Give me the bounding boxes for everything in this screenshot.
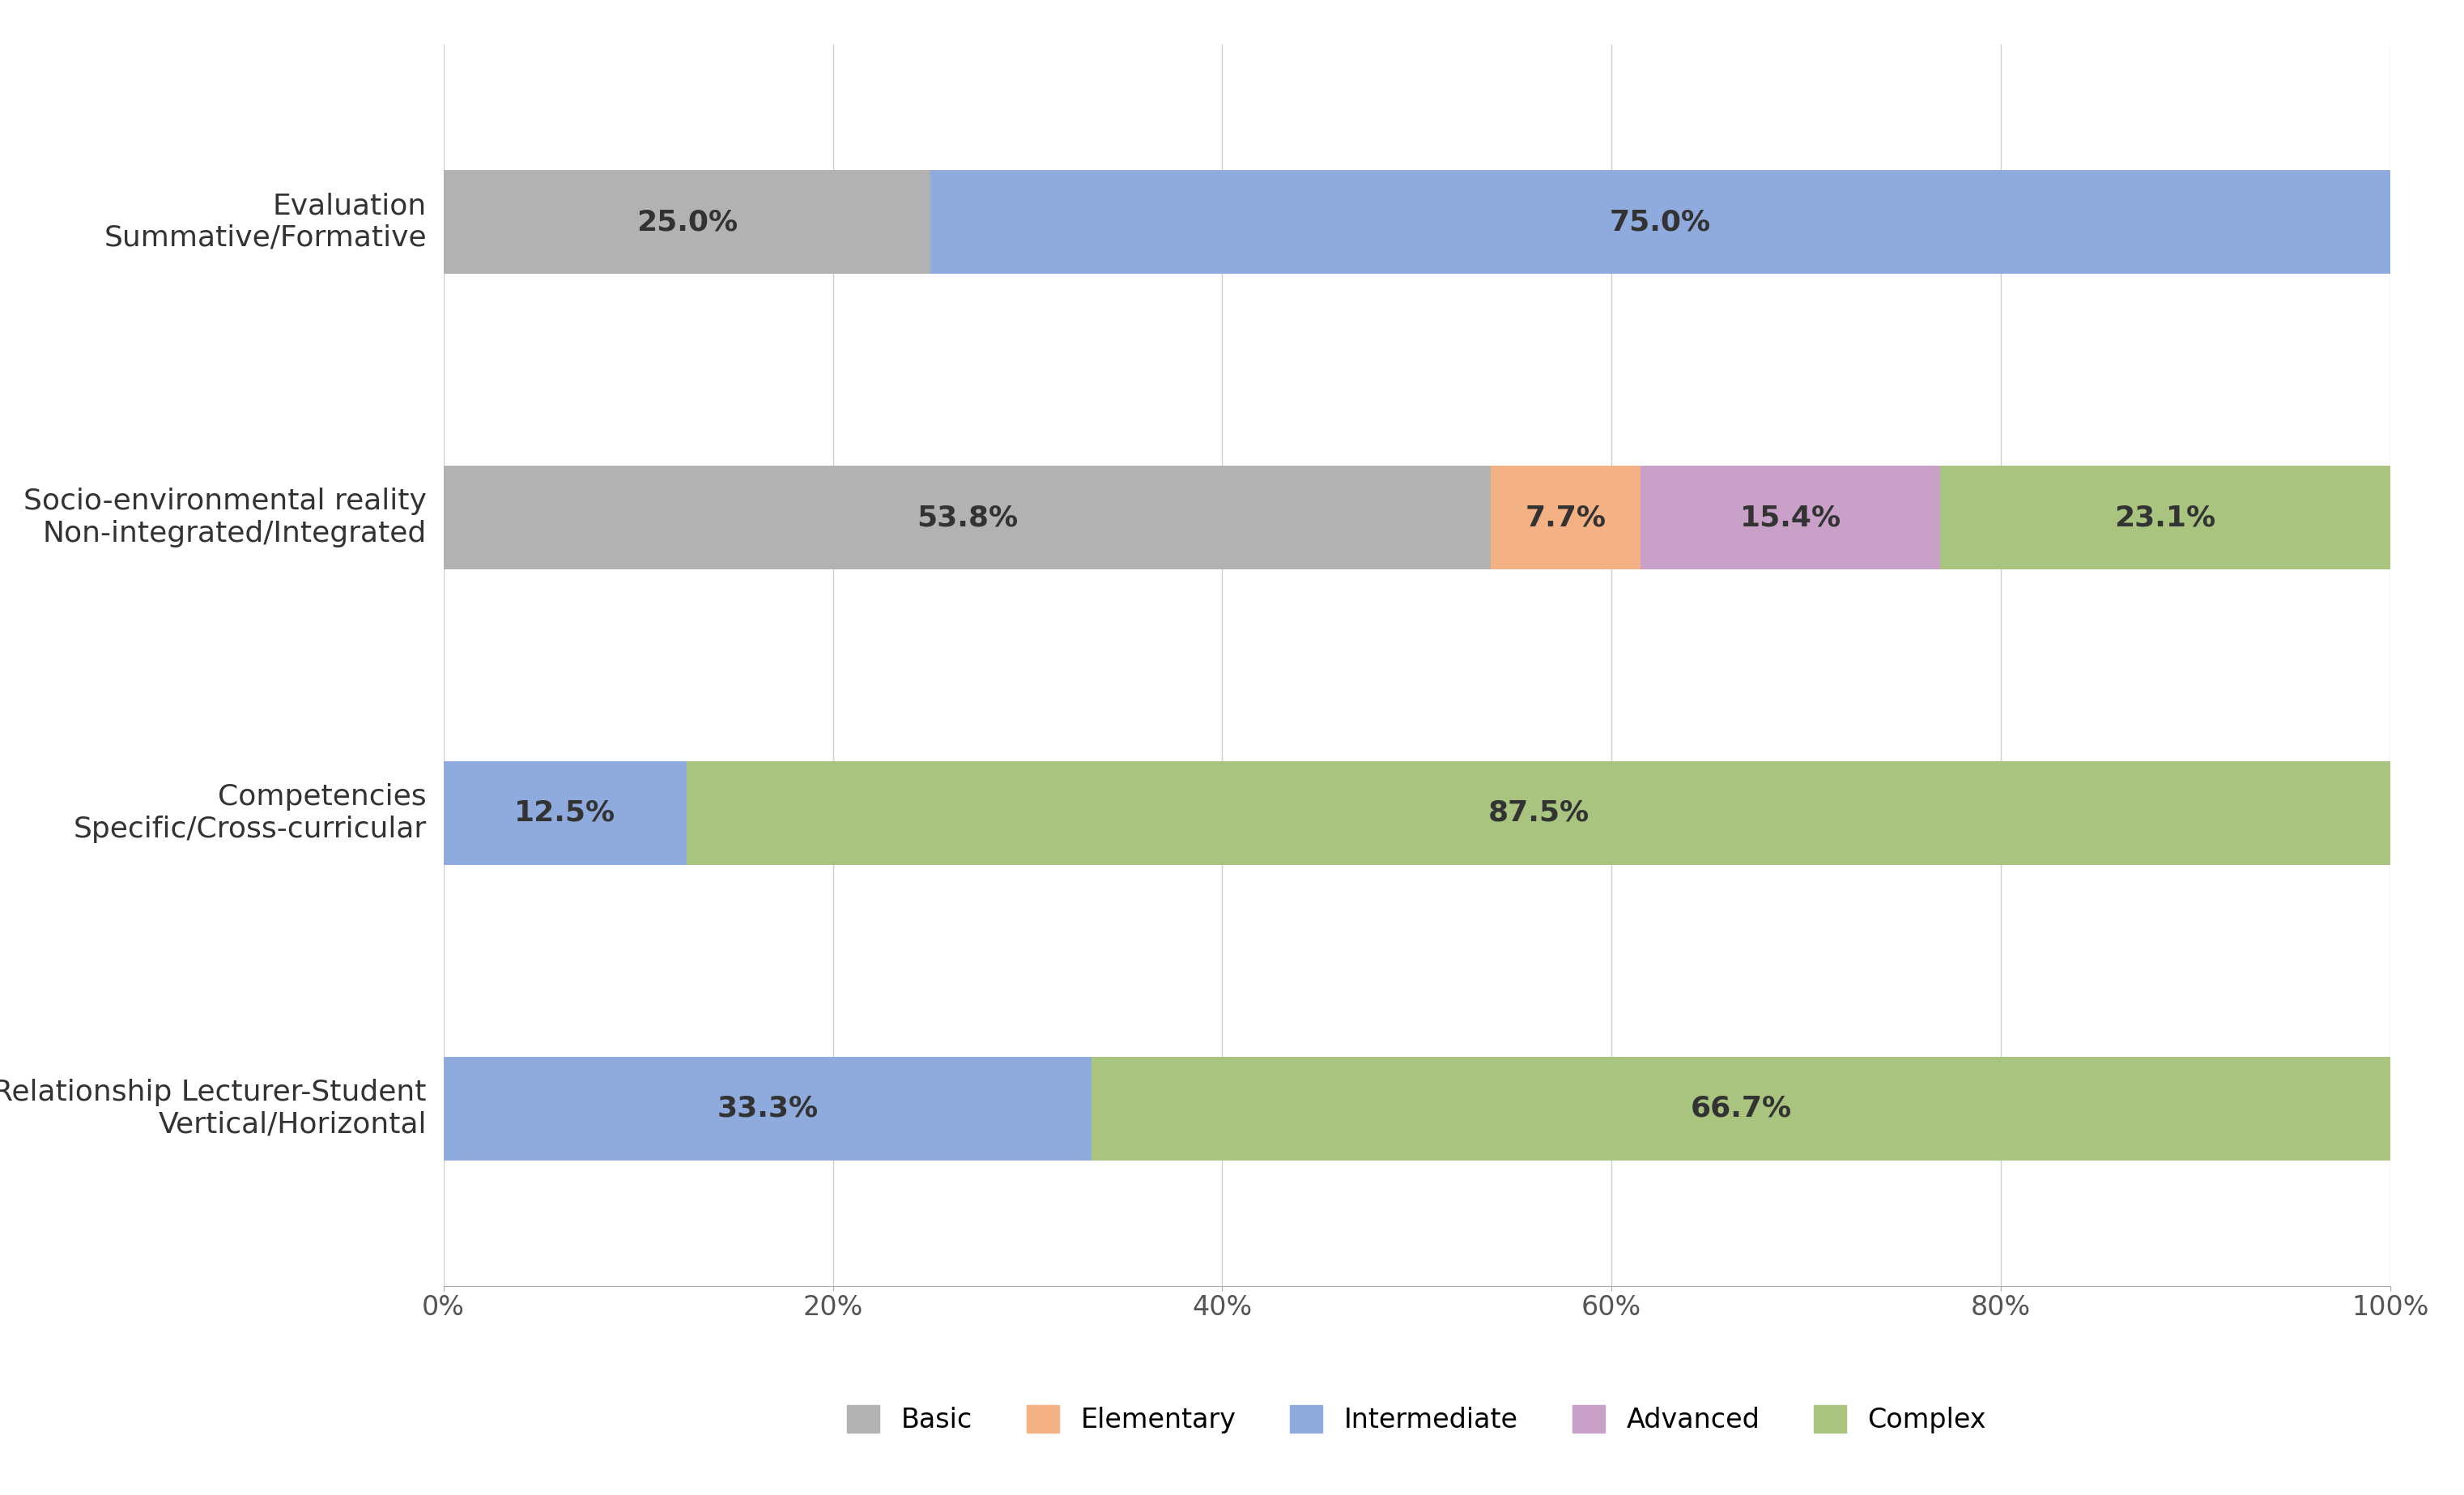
Bar [444,1057,1092,1160]
Legend: Basic, Elementary, Intermediate, Advanced, Complex: Basic, Elementary, Intermediate, Advance… [848,1405,1986,1434]
Bar [1942,466,2390,570]
Bar [444,466,1491,570]
Bar [444,761,687,864]
Text: 33.3%: 33.3% [717,1094,818,1123]
Text: 12.5%: 12.5% [515,800,616,827]
Bar [687,761,2390,864]
Text: 53.8%: 53.8% [917,504,1018,531]
Bar [1092,1057,2390,1160]
Bar [931,170,2390,274]
Text: 87.5%: 87.5% [1488,800,1589,827]
Text: 66.7%: 66.7% [1690,1094,1791,1123]
Text: 23.1%: 23.1% [2114,504,2215,531]
Text: 7.7%: 7.7% [1525,504,1607,531]
Text: 75.0%: 75.0% [1609,208,1710,236]
Bar [444,170,931,274]
Text: 25.0%: 25.0% [636,208,737,236]
Text: 15.4%: 15.4% [1740,504,1841,531]
Bar [1491,466,1641,570]
Bar [1641,466,1942,570]
